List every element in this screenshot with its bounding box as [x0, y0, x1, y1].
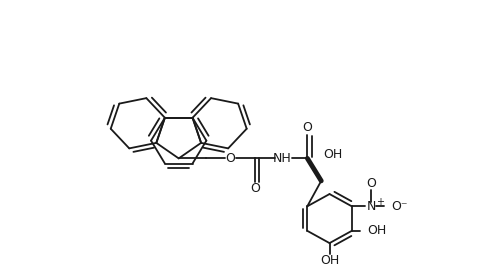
- Text: O: O: [225, 152, 235, 165]
- Text: O: O: [250, 182, 260, 195]
- Text: O⁻: O⁻: [391, 200, 408, 213]
- Text: N: N: [367, 200, 376, 213]
- Text: NH: NH: [273, 152, 292, 165]
- Text: OH: OH: [320, 254, 339, 267]
- Text: O: O: [366, 177, 376, 190]
- Text: OH: OH: [323, 148, 342, 161]
- Text: OH: OH: [368, 224, 387, 237]
- Text: +: +: [376, 197, 384, 207]
- Text: O: O: [303, 121, 312, 134]
